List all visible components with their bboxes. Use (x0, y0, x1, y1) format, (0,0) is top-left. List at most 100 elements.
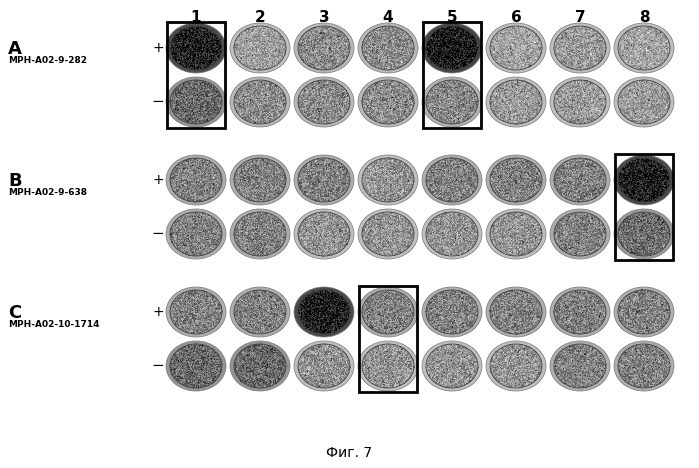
Point (644, 114, 656, 121)
Point (450, 292, 461, 300)
Point (447, 189, 459, 197)
Point (445, 292, 456, 300)
Point (640, 94, 651, 102)
Point (280, 40, 291, 47)
Point (450, 212, 461, 219)
Point (394, 159, 405, 166)
Point (335, 94, 346, 102)
Point (379, 381, 390, 388)
Point (442, 236, 453, 244)
Point (386, 61, 397, 68)
Point (308, 295, 319, 303)
Point (196, 36, 207, 43)
Point (373, 47, 384, 55)
Point (586, 160, 597, 167)
Point (232, 170, 243, 178)
Point (454, 90, 465, 98)
Point (303, 97, 314, 104)
Point (240, 298, 251, 305)
Point (389, 232, 400, 240)
Point (561, 159, 572, 166)
Point (634, 297, 645, 305)
Point (233, 109, 244, 116)
Point (213, 352, 224, 360)
Point (385, 82, 396, 89)
Point (630, 352, 642, 360)
Point (493, 324, 504, 331)
Point (434, 97, 445, 105)
Point (531, 220, 542, 227)
Point (191, 229, 202, 237)
Point (591, 112, 602, 120)
Point (207, 372, 218, 379)
Point (625, 315, 636, 323)
Point (198, 168, 209, 175)
Point (339, 174, 350, 182)
Point (260, 187, 271, 194)
Point (489, 45, 500, 53)
Point (570, 344, 581, 352)
Point (308, 102, 319, 110)
Point (647, 34, 658, 42)
Point (319, 99, 331, 107)
Point (496, 31, 507, 39)
Point (250, 115, 261, 123)
Point (643, 103, 654, 110)
Point (266, 35, 277, 42)
Point (663, 359, 674, 367)
Point (509, 35, 520, 43)
Point (505, 358, 517, 365)
Point (249, 234, 260, 241)
Point (244, 293, 255, 300)
Point (185, 49, 196, 57)
Point (585, 48, 596, 55)
Point (312, 103, 324, 110)
Point (449, 358, 461, 366)
Point (436, 240, 447, 247)
Point (646, 362, 657, 369)
Point (517, 379, 528, 387)
Point (443, 314, 454, 322)
Point (314, 292, 325, 299)
Point (579, 377, 591, 384)
Point (455, 237, 466, 244)
Point (273, 321, 284, 329)
Point (363, 363, 375, 371)
Point (575, 366, 586, 373)
Point (454, 110, 465, 117)
Point (528, 41, 540, 48)
Point (460, 36, 471, 43)
Point (240, 380, 252, 388)
Point (194, 37, 206, 44)
Point (522, 369, 533, 377)
Point (445, 103, 456, 110)
Point (324, 359, 335, 366)
Point (459, 114, 470, 122)
Point (378, 229, 389, 236)
Point (235, 314, 246, 321)
Point (252, 91, 264, 98)
Point (528, 217, 539, 225)
Point (647, 357, 658, 364)
Point (305, 231, 317, 239)
Point (653, 370, 664, 378)
Point (510, 286, 521, 294)
Point (617, 92, 628, 99)
Point (509, 235, 520, 242)
Point (514, 94, 525, 102)
Point (268, 221, 280, 228)
Point (396, 353, 407, 361)
Point (626, 96, 637, 104)
Point (559, 95, 570, 102)
Point (429, 95, 440, 103)
Point (506, 159, 517, 166)
Point (390, 44, 401, 51)
Point (647, 33, 658, 40)
Point (249, 159, 260, 166)
Point (598, 51, 609, 58)
Point (336, 299, 347, 306)
Point (245, 360, 256, 367)
Point (229, 307, 240, 314)
Point (187, 303, 198, 311)
Point (554, 363, 565, 370)
